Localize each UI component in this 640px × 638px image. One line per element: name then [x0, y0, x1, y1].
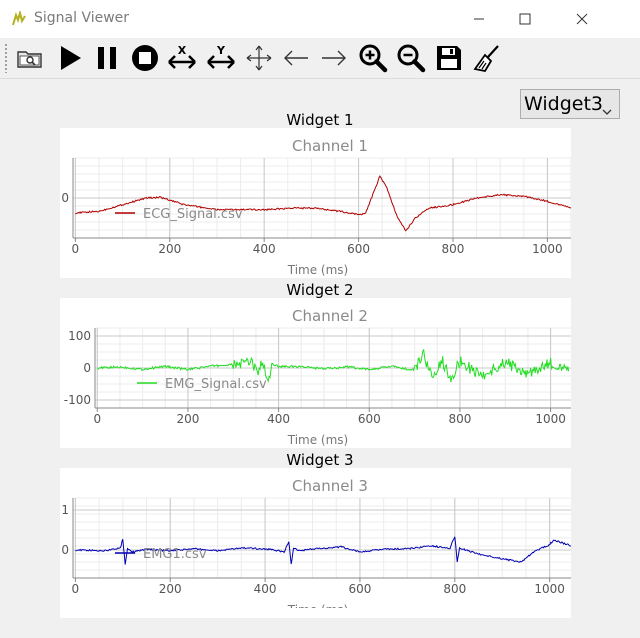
- x-axis-label: Time (ms): [287, 433, 349, 447]
- x-tick-label: 800: [448, 412, 471, 426]
- widget-3-title: Widget 3: [286, 451, 354, 469]
- widget-select-value: Widget3: [524, 93, 603, 115]
- y-tick-label: 1: [61, 503, 69, 517]
- plot-channel-3[interactable]: Channel 3 0 200 400 600 800 1000 1 0 Time (ms) EMG…: [60, 468, 571, 618]
- toolbar-grip[interactable]: [4, 43, 9, 73]
- legend-label: EMG_Signal.csv: [165, 377, 267, 392]
- arrow-right-icon[interactable]: [318, 42, 350, 74]
- widget-2-title: Widget 2: [286, 281, 354, 299]
- x-axis-label: Time (ms): [287, 263, 349, 277]
- chart-channel-1: Channel 1 0 200 400 600 800 1000 0 Time (ms) ECG_…: [61, 137, 571, 277]
- pause-icon[interactable]: [91, 42, 123, 74]
- title-bar: Signal Viewer: [0, 0, 640, 38]
- x-axis-label: Time (ms): [287, 603, 349, 608]
- x-tick-label: 400: [254, 582, 277, 596]
- x-tick-label: 0: [93, 412, 101, 426]
- series-line: [75, 536, 571, 565]
- close-button[interactable]: [559, 0, 605, 38]
- zoom-in-icon[interactable]: [357, 42, 389, 74]
- open-file-icon[interactable]: [14, 42, 46, 74]
- toolbar: [0, 38, 640, 79]
- stop-icon[interactable]: [129, 42, 161, 74]
- plot-channel-2[interactable]: Channel 2 0 200 400 600 800 1000 100 0 -100 Time (…: [60, 298, 571, 448]
- widget-select[interactable]: Widget3: [520, 89, 620, 119]
- stretch-x-icon[interactable]: X: [166, 42, 198, 74]
- window-title: Signal Viewer: [34, 10, 130, 26]
- x-tick-label: 800: [442, 242, 465, 256]
- chart-channel-3: Channel 3 0 200 400 600 800 1000 1 0 Time (ms) EMG…: [61, 477, 571, 608]
- arrow-left-icon[interactable]: [280, 42, 312, 74]
- series-line: [97, 348, 570, 383]
- x-tick-label: 200: [176, 412, 199, 426]
- minimize-button[interactable]: [456, 0, 502, 38]
- plot-channel-1[interactable]: Channel 1 0 200 400 600 800 1000 0 Time (ms) ECG_…: [60, 128, 571, 278]
- stretch-y-icon[interactable]: Y: [205, 42, 237, 74]
- x-tick-label: 1000: [535, 412, 566, 426]
- x-tick-label: 1000: [534, 582, 565, 596]
- clear-icon[interactable]: [471, 42, 503, 74]
- chart-title: Channel 3: [292, 477, 368, 495]
- stretch-y-label: Y: [216, 44, 226, 57]
- zoom-out-icon[interactable]: [395, 42, 427, 74]
- save-icon[interactable]: [433, 42, 465, 74]
- legend-label: ECG_Signal.csv: [143, 207, 243, 222]
- chevron-down-icon: [602, 101, 612, 120]
- chart-title: Channel 2: [292, 307, 368, 325]
- chart-title: Channel 1: [292, 137, 368, 155]
- x-tick-label: 1000: [532, 242, 563, 256]
- x-tick-label: 600: [347, 242, 370, 256]
- app-icon: [11, 9, 27, 27]
- x-tick-label: 200: [159, 582, 182, 596]
- play-icon[interactable]: [54, 42, 86, 74]
- legend-label: EMG1.csv: [143, 547, 207, 562]
- y-tick-label: 0: [83, 361, 91, 375]
- widget-1-title: Widget 1: [286, 111, 354, 129]
- x-tick-label: 800: [443, 582, 466, 596]
- x-tick-label: 200: [158, 242, 181, 256]
- x-tick-label: 600: [358, 412, 381, 426]
- x-tick-label: 400: [267, 412, 290, 426]
- maximize-button[interactable]: [502, 0, 548, 38]
- series-line: [75, 175, 571, 232]
- stretch-x-label: X: [178, 44, 187, 57]
- x-tick-label: 600: [348, 582, 371, 596]
- x-tick-label: 0: [72, 242, 80, 256]
- x-tick-label: 0: [72, 582, 80, 596]
- move-icon[interactable]: [243, 42, 275, 74]
- y-tick-label: 0: [61, 543, 69, 557]
- y-tick-label: 100: [68, 329, 91, 343]
- x-tick-label: 400: [253, 242, 276, 256]
- y-tick-label: -100: [64, 393, 91, 407]
- y-tick-label: 0: [61, 191, 69, 205]
